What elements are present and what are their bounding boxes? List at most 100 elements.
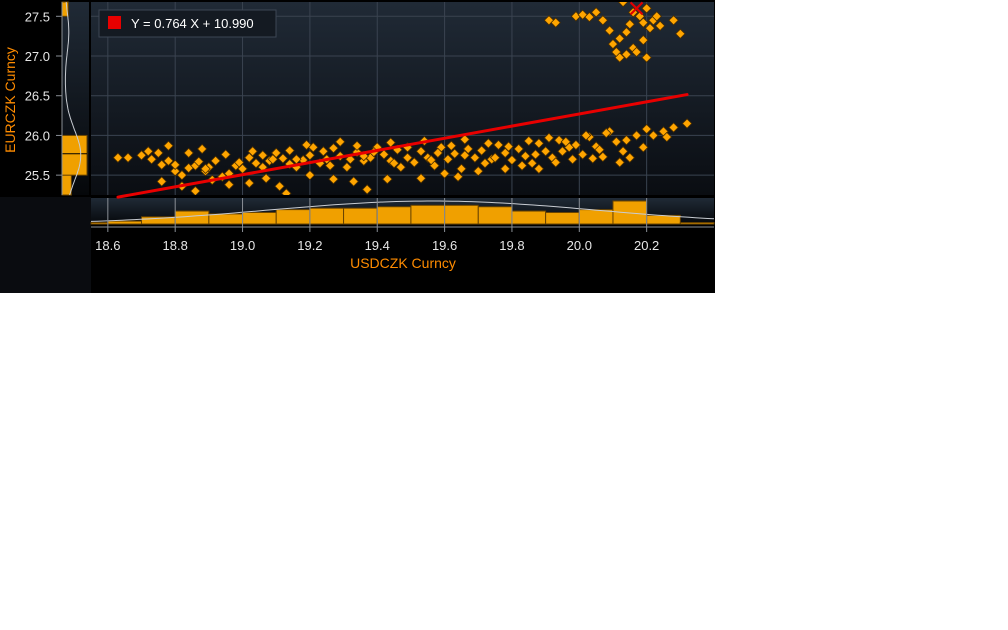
y-tick-label: 26.5 <box>25 89 50 104</box>
data-point <box>146 154 157 165</box>
data-point <box>217 171 228 182</box>
data-point <box>607 38 619 50</box>
x-histogram-bar <box>477 206 513 225</box>
data-point <box>530 149 541 160</box>
data-point <box>550 157 561 168</box>
data-point <box>122 152 134 163</box>
x-histogram-bar <box>275 209 311 225</box>
data-point <box>446 140 457 151</box>
data-point <box>631 130 642 141</box>
data-point <box>668 15 679 26</box>
data-point <box>425 154 437 166</box>
corner-panel <box>0 197 91 293</box>
data-point <box>469 152 481 163</box>
data-point <box>520 150 531 162</box>
x-histogram-bar <box>376 206 412 225</box>
data-point <box>584 11 595 23</box>
data-point <box>257 150 268 161</box>
data-point <box>318 146 329 157</box>
data-point <box>247 146 258 157</box>
data-point <box>210 155 221 167</box>
data-point <box>567 154 578 165</box>
data-point <box>348 176 359 187</box>
data-point <box>170 166 181 177</box>
data-point <box>415 173 427 184</box>
data-point <box>324 160 336 171</box>
data-point <box>540 146 551 157</box>
data-point <box>526 158 538 169</box>
data-point <box>621 49 632 60</box>
data-point <box>156 159 167 170</box>
data-point <box>156 176 167 187</box>
data-point <box>456 163 467 174</box>
data-point <box>604 25 615 36</box>
x-tick-label: 18.8 <box>163 238 188 253</box>
data-point <box>617 2 629 8</box>
data-point <box>304 169 316 181</box>
data-point <box>170 159 181 170</box>
data-point <box>244 177 255 189</box>
data-point <box>614 33 625 44</box>
data-point <box>601 127 612 139</box>
data-point <box>395 162 406 173</box>
legend-label: Y = 0.764 X + 10.990 <box>131 16 254 31</box>
data-point <box>439 168 450 179</box>
y-density-curve <box>64 1 82 196</box>
x-histogram-bar <box>90 222 109 225</box>
y-axis-title: EURCZK Curncy <box>2 47 18 153</box>
data-point <box>570 139 582 151</box>
data-point <box>335 136 346 147</box>
data-point <box>341 162 353 173</box>
data-point <box>183 147 194 159</box>
data-point <box>506 154 518 166</box>
data-point <box>523 135 534 147</box>
data-point <box>597 15 609 26</box>
data-point <box>624 19 635 30</box>
x-axis-title: USDCZK Curncy <box>350 255 456 271</box>
data-point <box>638 17 649 28</box>
data-point <box>617 146 629 157</box>
data-point <box>449 148 460 159</box>
data-point <box>260 173 272 184</box>
data-point <box>193 156 204 167</box>
x-tick-label: 19.6 <box>432 238 457 253</box>
x-histogram-bar <box>545 212 580 225</box>
data-point <box>500 163 511 174</box>
data-point <box>681 118 693 129</box>
data-point <box>328 142 339 154</box>
y-axis-ticks: 25.5 26.0 26.5 27.0 27.5 <box>25 2 63 195</box>
data-point <box>516 160 528 171</box>
data-point <box>483 138 494 149</box>
legend: Y = 0.764 X + 10.990 <box>98 9 277 38</box>
data-point <box>200 163 211 174</box>
y-tick-label: 26.0 <box>25 128 50 143</box>
scatter-points <box>112 2 693 195</box>
data-point <box>479 158 491 169</box>
x-tick-label: 19.4 <box>365 238 390 253</box>
regression-line-path <box>116 93 689 199</box>
data-point <box>473 166 484 177</box>
x-density-curve <box>90 200 715 222</box>
data-point <box>557 146 568 157</box>
data-point <box>143 146 154 157</box>
data-point <box>624 152 635 163</box>
data-point <box>489 152 501 163</box>
data-point <box>621 135 632 146</box>
data-point <box>533 163 545 174</box>
data-point <box>654 20 666 31</box>
data-point <box>452 171 464 182</box>
y-histogram <box>61 1 88 196</box>
data-point <box>442 154 454 165</box>
data-point <box>641 3 652 14</box>
data-point <box>493 139 504 151</box>
latest-point-x-icon <box>629 1 644 16</box>
x-tick-label: 20.0 <box>567 238 592 253</box>
data-point <box>301 139 312 151</box>
data-point <box>267 154 279 165</box>
x-tick-label: 19.2 <box>297 238 322 253</box>
data-point <box>382 173 393 185</box>
chart-canvas: 18.6 18.8 19.0 19.2 19.4 19.6 19.8 20.0 20.2 25.… <box>0 1 715 293</box>
data-point <box>459 134 470 145</box>
data-point <box>378 149 390 160</box>
data-point <box>234 157 245 168</box>
